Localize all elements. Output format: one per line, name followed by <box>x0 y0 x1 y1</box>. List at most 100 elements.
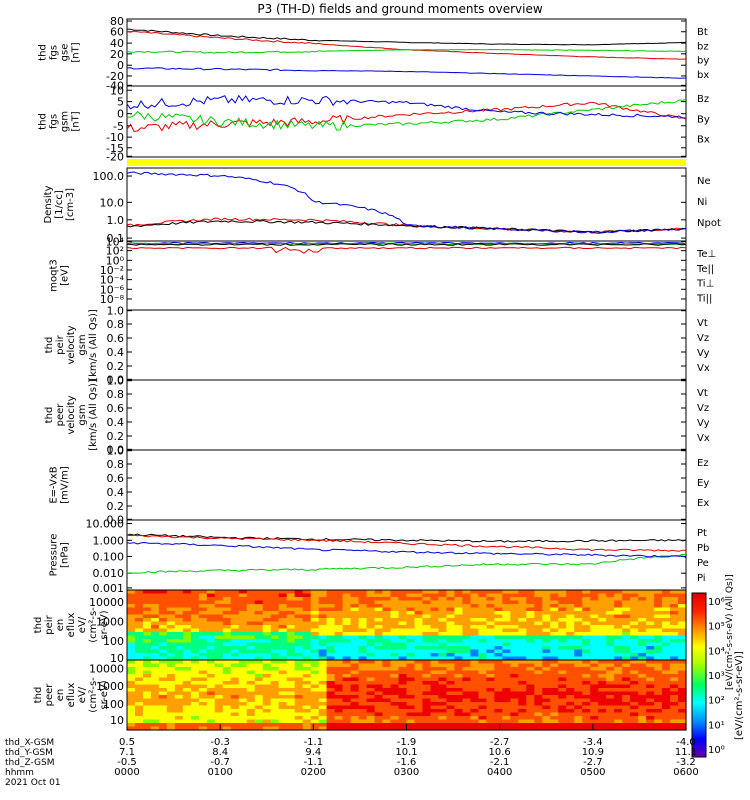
heatmap-cell <box>534 621 543 626</box>
heatmap-cell <box>390 618 400 623</box>
heatmap-cell <box>646 653 655 658</box>
heatmap-cell <box>174 656 184 661</box>
heatmap-cell <box>510 590 519 595</box>
heatmap-cell <box>462 716 471 721</box>
heatmap-cell <box>502 726 511 731</box>
heatmap-cell <box>286 670 296 675</box>
heatmap-cell <box>638 712 647 717</box>
heatmap-cell <box>127 691 136 696</box>
heatmap-cell <box>670 723 679 728</box>
heatmap-cell <box>414 702 424 707</box>
heatmap-cell <box>222 639 232 644</box>
heatmap-cell <box>151 691 160 696</box>
heatmap-cell <box>494 611 503 616</box>
heatmap-cell <box>454 660 463 665</box>
heatmap-cell <box>454 667 463 672</box>
heatmap-cell <box>182 719 192 724</box>
heatmap-cell <box>286 709 296 714</box>
heatmap-cell <box>678 663 687 668</box>
heatmap-cell <box>438 663 447 668</box>
legend-Ez: Ez <box>697 458 709 469</box>
heatmap-cell <box>662 611 671 616</box>
heatmap-cell <box>246 604 256 609</box>
heatmap-cell <box>622 663 631 668</box>
heatmap-cell <box>582 660 591 665</box>
heatmap-cell <box>374 590 384 595</box>
heatmap-cell <box>422 625 432 630</box>
heatmap-cell <box>262 712 272 717</box>
heatmap-cell <box>566 604 575 609</box>
heatmap-cell <box>406 649 416 654</box>
heatmap-cell <box>430 625 440 630</box>
heatmap-cell <box>222 621 232 626</box>
heatmap-cell <box>174 667 184 672</box>
heatmap-cell <box>638 677 647 682</box>
heatmap-cell <box>438 656 447 661</box>
heatmap-cell <box>358 632 368 637</box>
heatmap-cell <box>566 705 575 710</box>
heatmap-cell <box>662 670 671 675</box>
heatmap-cell <box>470 663 479 668</box>
heatmap-cell <box>270 593 280 598</box>
heatmap-cell <box>174 642 184 647</box>
heatmap-cell <box>198 632 208 637</box>
heatmap-cell <box>454 702 463 707</box>
heatmap-cell <box>550 698 559 703</box>
heatmap-cell <box>398 702 408 707</box>
heatmap-cell <box>302 667 312 672</box>
heatmap-cell <box>598 674 607 679</box>
heatmap-cell <box>182 691 192 696</box>
heatmap-cell <box>486 649 495 654</box>
heatmap-cell <box>143 709 152 714</box>
heatmap-cell <box>518 642 527 647</box>
heatmap-cell <box>486 674 495 679</box>
heatmap-cell <box>526 712 535 717</box>
heatmap-cell <box>662 688 671 693</box>
heatmap-cell <box>502 688 511 693</box>
heatmap-cell <box>550 681 559 686</box>
heatmap-cell <box>678 726 687 731</box>
heatmap-cell <box>230 639 240 644</box>
heatmap-cell <box>190 663 200 668</box>
heatmap-cell <box>654 607 663 612</box>
heatmap-cell <box>654 639 663 644</box>
heatmap-cell <box>582 600 591 605</box>
heatmap-cell <box>582 604 591 609</box>
heatmap-cell <box>542 590 551 595</box>
heatmap-cell <box>190 705 200 710</box>
heatmap-cell <box>622 604 631 609</box>
y-axis-label: peer <box>55 403 66 427</box>
heatmap-cell <box>262 723 272 728</box>
heatmap-cell <box>438 674 447 679</box>
heatmap-cell <box>494 698 503 703</box>
heatmap-cell <box>606 625 615 630</box>
heatmap-cell <box>574 628 583 633</box>
heatmap-cell <box>654 663 663 668</box>
y-tick-label: 0.0 <box>107 443 125 456</box>
heatmap-cell <box>638 607 647 612</box>
heatmap-cell <box>286 726 296 731</box>
heatmap-cell <box>510 614 519 619</box>
heatmap-cell <box>630 719 639 724</box>
heatmap-cell <box>654 681 663 686</box>
heatmap-cell <box>326 702 336 707</box>
heatmap-cell <box>598 628 607 633</box>
heatmap-cell <box>342 663 352 668</box>
heatmap-cell <box>574 660 583 665</box>
heatmap-cell <box>406 667 416 672</box>
heatmap-cell <box>486 695 495 700</box>
heatmap-cell <box>654 590 663 595</box>
heatmap-cell <box>502 695 511 700</box>
heatmap-cell <box>678 621 687 626</box>
heatmap-cell <box>246 607 256 612</box>
heatmap-cell <box>270 628 280 633</box>
heatmap-cell <box>151 667 160 672</box>
heatmap-cell <box>406 674 416 679</box>
heatmap-cell <box>478 625 487 630</box>
heatmap-cell <box>678 618 687 623</box>
heatmap-cell <box>638 621 647 626</box>
heatmap-cell <box>174 649 184 654</box>
heatmap-cell <box>662 709 671 714</box>
heatmap-cell <box>222 663 232 668</box>
heatmap-cell <box>622 607 631 612</box>
